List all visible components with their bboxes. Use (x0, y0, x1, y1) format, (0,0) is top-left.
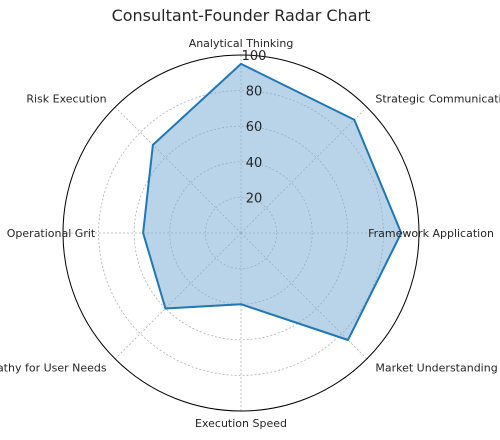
r-tick-label: 80 (246, 85, 263, 100)
data-layer (143, 64, 401, 340)
category-label: Risk Execution (26, 93, 106, 106)
category-label: Framework Application (368, 227, 494, 240)
r-tick-label: 60 (246, 120, 263, 135)
category-label: Empathy for User Needs (0, 361, 107, 374)
category-label: Execution Speed (195, 417, 287, 430)
r-tick-label: 100 (242, 49, 267, 64)
category-label: Market Understanding (375, 361, 497, 374)
r-tick-label: 20 (246, 191, 263, 206)
series-area (143, 64, 401, 340)
r-tick-label: 40 (246, 156, 263, 171)
category-label: Analytical Thinking (189, 37, 294, 50)
category-label: Operational Grit (7, 227, 96, 240)
category-label: Strategic Communication (375, 93, 500, 106)
chart-title: Consultant-Founder Radar Chart (112, 6, 371, 25)
